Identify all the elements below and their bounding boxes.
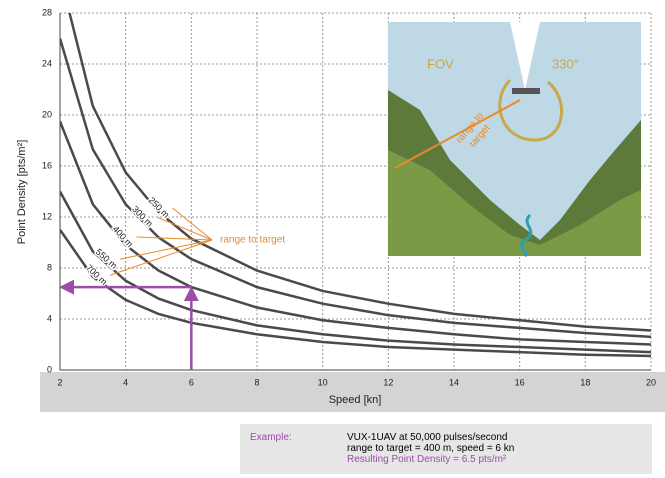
example-result: Resulting Point Density = 6.5 pts/m² [347,454,507,465]
curve [60,229,651,358]
y-tick-label: 12 [42,211,52,221]
annotation-leader [172,207,213,241]
annotation-leader [109,239,213,276]
y-axis-title: Point Density [pts/m²] [16,140,28,245]
chart: Speed [kn] Point Density [pts/m²] FOV 33… [16,7,665,412]
inset-fov: FOV [427,56,454,71]
y-tick-label: 8 [47,262,52,272]
x-tick-label: 20 [646,377,656,387]
annotation-leader [119,239,213,260]
series-label: 700 m [84,263,109,287]
curve [60,190,651,354]
inset-angle: 330° [552,56,579,71]
x-tick-label: 4 [123,377,128,387]
y-tick-label: 24 [42,58,52,68]
x-tick-label: 2 [57,377,62,387]
annotation-leader [155,216,213,241]
series-label: 400 m [111,224,135,249]
curve [60,38,651,339]
annotation-leader [136,236,213,241]
example-line: range to target = 400 m, speed = 6 kn [347,443,515,454]
inset-photo [388,22,641,258]
y-tick-label: 4 [47,313,52,323]
example-line: VUX-1UAV at 50,000 pulses/second [347,432,508,443]
x-tick-label: 18 [580,377,590,387]
y-tick-label: 0 [47,364,52,374]
x-tick-label: 12 [383,377,393,387]
y-tick-label: 28 [42,7,52,17]
example-label: Example: [250,432,292,443]
y-tick-label: 16 [42,160,52,170]
x-axis-title: Speed [kn] [329,394,382,406]
x-axis-band [40,372,665,412]
x-tick-label: 14 [449,377,459,387]
x-tick-label: 10 [318,377,328,387]
curve [68,13,651,332]
x-tick-label: 8 [254,377,259,387]
example-box: Example: VUX-1UAV at 50,000 pulses/secon… [240,424,652,474]
series-label: 300 m [130,204,155,229]
annotation: range to target [220,235,285,246]
x-tick-label: 6 [189,377,194,387]
x-tick-label: 16 [515,377,525,387]
y-tick-label: 20 [42,109,52,119]
series-label: 550 m [94,247,119,271]
curve [60,120,651,346]
